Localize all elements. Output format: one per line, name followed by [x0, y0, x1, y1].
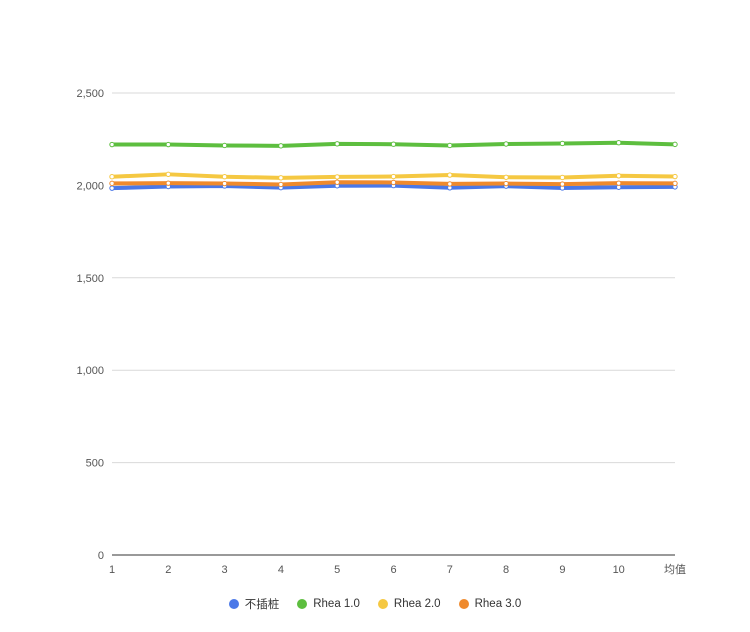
y-tick-label: 1,500 [76, 273, 104, 285]
x-tick-label: 8 [503, 564, 509, 576]
data-point [278, 175, 284, 181]
y-tick-label: 2,500 [76, 88, 104, 100]
legend-item: 不插桩 [228, 596, 280, 612]
data-point [221, 142, 228, 149]
data-point [221, 174, 228, 180]
x-tick-label: 6 [390, 564, 396, 576]
legend-label: Rhea 3.0 [474, 598, 522, 610]
data-point [559, 174, 566, 181]
y-tick-label: 500 [86, 458, 104, 470]
x-tick-label: 9 [559, 564, 565, 576]
data-point [109, 174, 115, 180]
legend-swatch [377, 599, 388, 609]
x-tick-label: 5 [334, 564, 340, 576]
x-tick-label: 10 [613, 564, 625, 576]
y-tick-label: 1,000 [76, 365, 104, 377]
data-point [616, 180, 622, 186]
legend-item: Rhea 3.0 [458, 596, 522, 612]
data-point [559, 181, 566, 187]
data-point [334, 179, 340, 185]
data-point [503, 180, 509, 187]
data-point [672, 173, 678, 180]
data-point [672, 141, 678, 148]
x-tick-label: 3 [222, 564, 228, 576]
legend-item: Rhea 1.0 [297, 596, 360, 612]
data-point [165, 180, 172, 186]
chart-plot-area: 0 500 1,000 1,500 2,000 2,500 1 2 3 4 5 6 7 8 9 10 均值 [76, 88, 686, 576]
legend-label: Rhea 1.0 [313, 598, 360, 610]
legend-swatch [228, 599, 239, 609]
legend-swatch [297, 599, 308, 609]
data-point [109, 180, 115, 187]
data-point [447, 142, 453, 149]
data-point [165, 141, 172, 148]
chart-legend: 不插桩 Rhea 1.0 Rhea 2.0 Rhea 3.0 [0, 596, 750, 612]
data-point [221, 180, 228, 187]
legend-label: Rhea 2.0 [393, 598, 441, 610]
data-point [390, 173, 397, 180]
data-point [672, 180, 678, 187]
data-point [447, 172, 453, 178]
data-point [390, 179, 397, 186]
y-tick-label: 0 [98, 550, 104, 562]
data-point [503, 141, 509, 147]
data-point [390, 141, 397, 147]
data-point [616, 140, 622, 146]
data-point [559, 140, 566, 147]
data-point [165, 171, 172, 178]
legend-swatch [458, 599, 469, 609]
data-point [278, 143, 284, 149]
x-tick-label: 7 [447, 564, 453, 576]
x-tick-label: 4 [278, 564, 284, 576]
legend-label: 不插桩 [244, 599, 280, 611]
x-tick-label: 2 [165, 564, 171, 576]
data-point [334, 141, 340, 147]
y-tick-label: 2,000 [76, 180, 104, 192]
data-point [334, 174, 340, 180]
legend-item: Rhea 2.0 [377, 596, 441, 612]
data-point [109, 185, 115, 191]
data-point [278, 181, 284, 188]
data-point [503, 174, 509, 180]
data-point [109, 141, 115, 148]
x-tick-label: 1 [109, 564, 115, 576]
data-point [447, 181, 453, 187]
x-tick-label: 均值 [664, 563, 686, 576]
data-point [616, 173, 622, 179]
